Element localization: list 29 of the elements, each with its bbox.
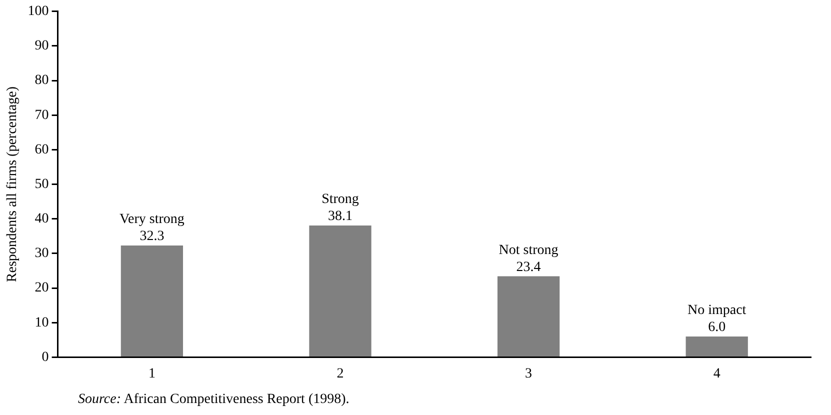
- y-tick-label: 50: [34, 176, 49, 192]
- annotation: No impact: [687, 303, 746, 318]
- y-tick-label: 80: [34, 73, 49, 88]
- annotation: Not strong: [498, 242, 558, 258]
- y-tick-label: 0: [42, 350, 49, 365]
- y-tick-label: 60: [34, 142, 49, 158]
- x-tick-label: 3: [525, 366, 532, 382]
- x-tick-label: 2: [336, 366, 344, 382]
- x-tick-label: 1: [148, 366, 156, 382]
- y-tick-label: 20: [34, 280, 49, 296]
- y-tick-label: 30: [34, 246, 49, 262]
- annotation: Very strong: [119, 212, 184, 228]
- y-tick-label: 40: [34, 212, 49, 227]
- bar: [497, 276, 560, 356]
- y-tick-label: 100: [28, 4, 49, 20]
- annotation: Strong: [322, 192, 359, 208]
- y-tick-label: 90: [34, 38, 49, 54]
- bar: [309, 225, 372, 356]
- bar: [686, 336, 748, 356]
- data-label: 32.3: [140, 229, 164, 244]
- x-tick-label: 4: [713, 366, 720, 382]
- y-axis-title: Respondents all firms (percentage): [5, 86, 20, 282]
- bar: [120, 246, 184, 356]
- y-tick-label: 10: [34, 315, 49, 330]
- data-label: 6.0: [708, 320, 726, 336]
- data-label: 23.4: [516, 260, 541, 275]
- source-note: Source: African Competitiveness Report (1998).: [78, 392, 350, 408]
- y-tick-label: 70: [34, 108, 49, 123]
- data-label: 38.1: [328, 209, 352, 224]
